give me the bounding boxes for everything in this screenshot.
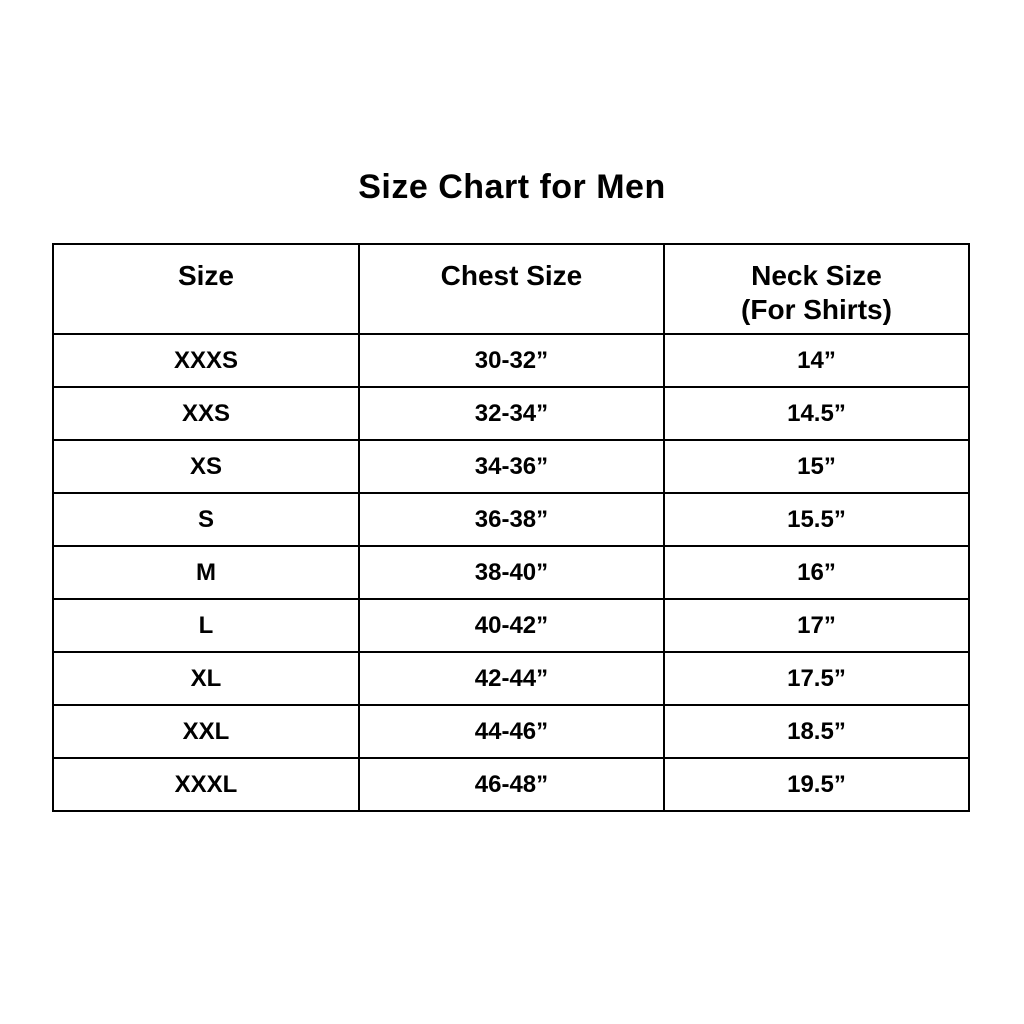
chest-size-cell: 34-36” [357, 439, 665, 494]
chest-size-cell: 44-46” [357, 704, 665, 759]
table-row: S 36-38” 15.5” [52, 492, 971, 547]
table-row: M 38-40” 16” [52, 545, 971, 600]
table-row: XXS 32-34” 14.5” [52, 386, 971, 441]
table-row: XXXS 30-32” 14” [52, 333, 971, 388]
column-header-size-label: Size [177, 260, 234, 291]
column-header-chest-size-label: Chest Size [440, 260, 583, 291]
chest-size-cell: 40-42” [357, 598, 665, 653]
size-table: Size Chest Size Neck Size (For Shirts) X… [52, 243, 971, 812]
page-title: Size Chart for Men [358, 168, 666, 206]
table-row: XL 42-44” 17.5” [52, 651, 971, 706]
column-header-neck-size-sublabel: (For Shirts) [741, 294, 892, 326]
neck-size-cell: 14.5” [662, 386, 971, 441]
neck-size-cell: 15” [662, 439, 971, 494]
size-table-body: XXXS 30-32” 14” XXS 32-34” 14.5” XS 34-36” 15” S 3… [52, 333, 971, 812]
size-cell: XXS [52, 386, 360, 441]
column-header-size: Size [52, 243, 360, 335]
chest-size-cell: 30-32” [357, 333, 665, 388]
chest-size-cell: 38-40” [357, 545, 665, 600]
neck-size-cell: 16” [662, 545, 971, 600]
neck-size-cell: 17” [662, 598, 971, 653]
size-cell: XXXL [52, 757, 360, 812]
size-cell: XL [52, 651, 360, 706]
chest-size-cell: 42-44” [357, 651, 665, 706]
size-cell: XXXS [52, 333, 360, 388]
neck-size-cell: 17.5” [662, 651, 971, 706]
chest-size-cell: 32-34” [357, 386, 665, 441]
size-cell: L [52, 598, 360, 653]
size-cell: M [52, 545, 360, 600]
size-cell: XXL [52, 704, 360, 759]
size-cell: S [52, 492, 360, 547]
chest-size-cell: 36-38” [357, 492, 665, 547]
column-header-neck-size-label: Neck Size [751, 260, 882, 291]
table-row: XS 34-36” 15” [52, 439, 971, 494]
table-row: XXL 44-46” 18.5” [52, 704, 971, 759]
neck-size-cell: 19.5” [662, 757, 971, 812]
neck-size-cell: 18.5” [662, 704, 971, 759]
table-row: XXXL 46-48” 19.5” [52, 757, 971, 812]
column-header-neck-size: Neck Size (For Shirts) [662, 243, 971, 335]
neck-size-cell: 14” [662, 333, 971, 388]
chest-size-cell: 46-48” [357, 757, 665, 812]
column-header-chest-size: Chest Size [357, 243, 665, 335]
neck-size-cell: 15.5” [662, 492, 971, 547]
size-cell: XS [52, 439, 360, 494]
table-row: L 40-42” 17” [52, 598, 971, 653]
header-row: Size Chest Size Neck Size (For Shirts) [52, 243, 971, 335]
